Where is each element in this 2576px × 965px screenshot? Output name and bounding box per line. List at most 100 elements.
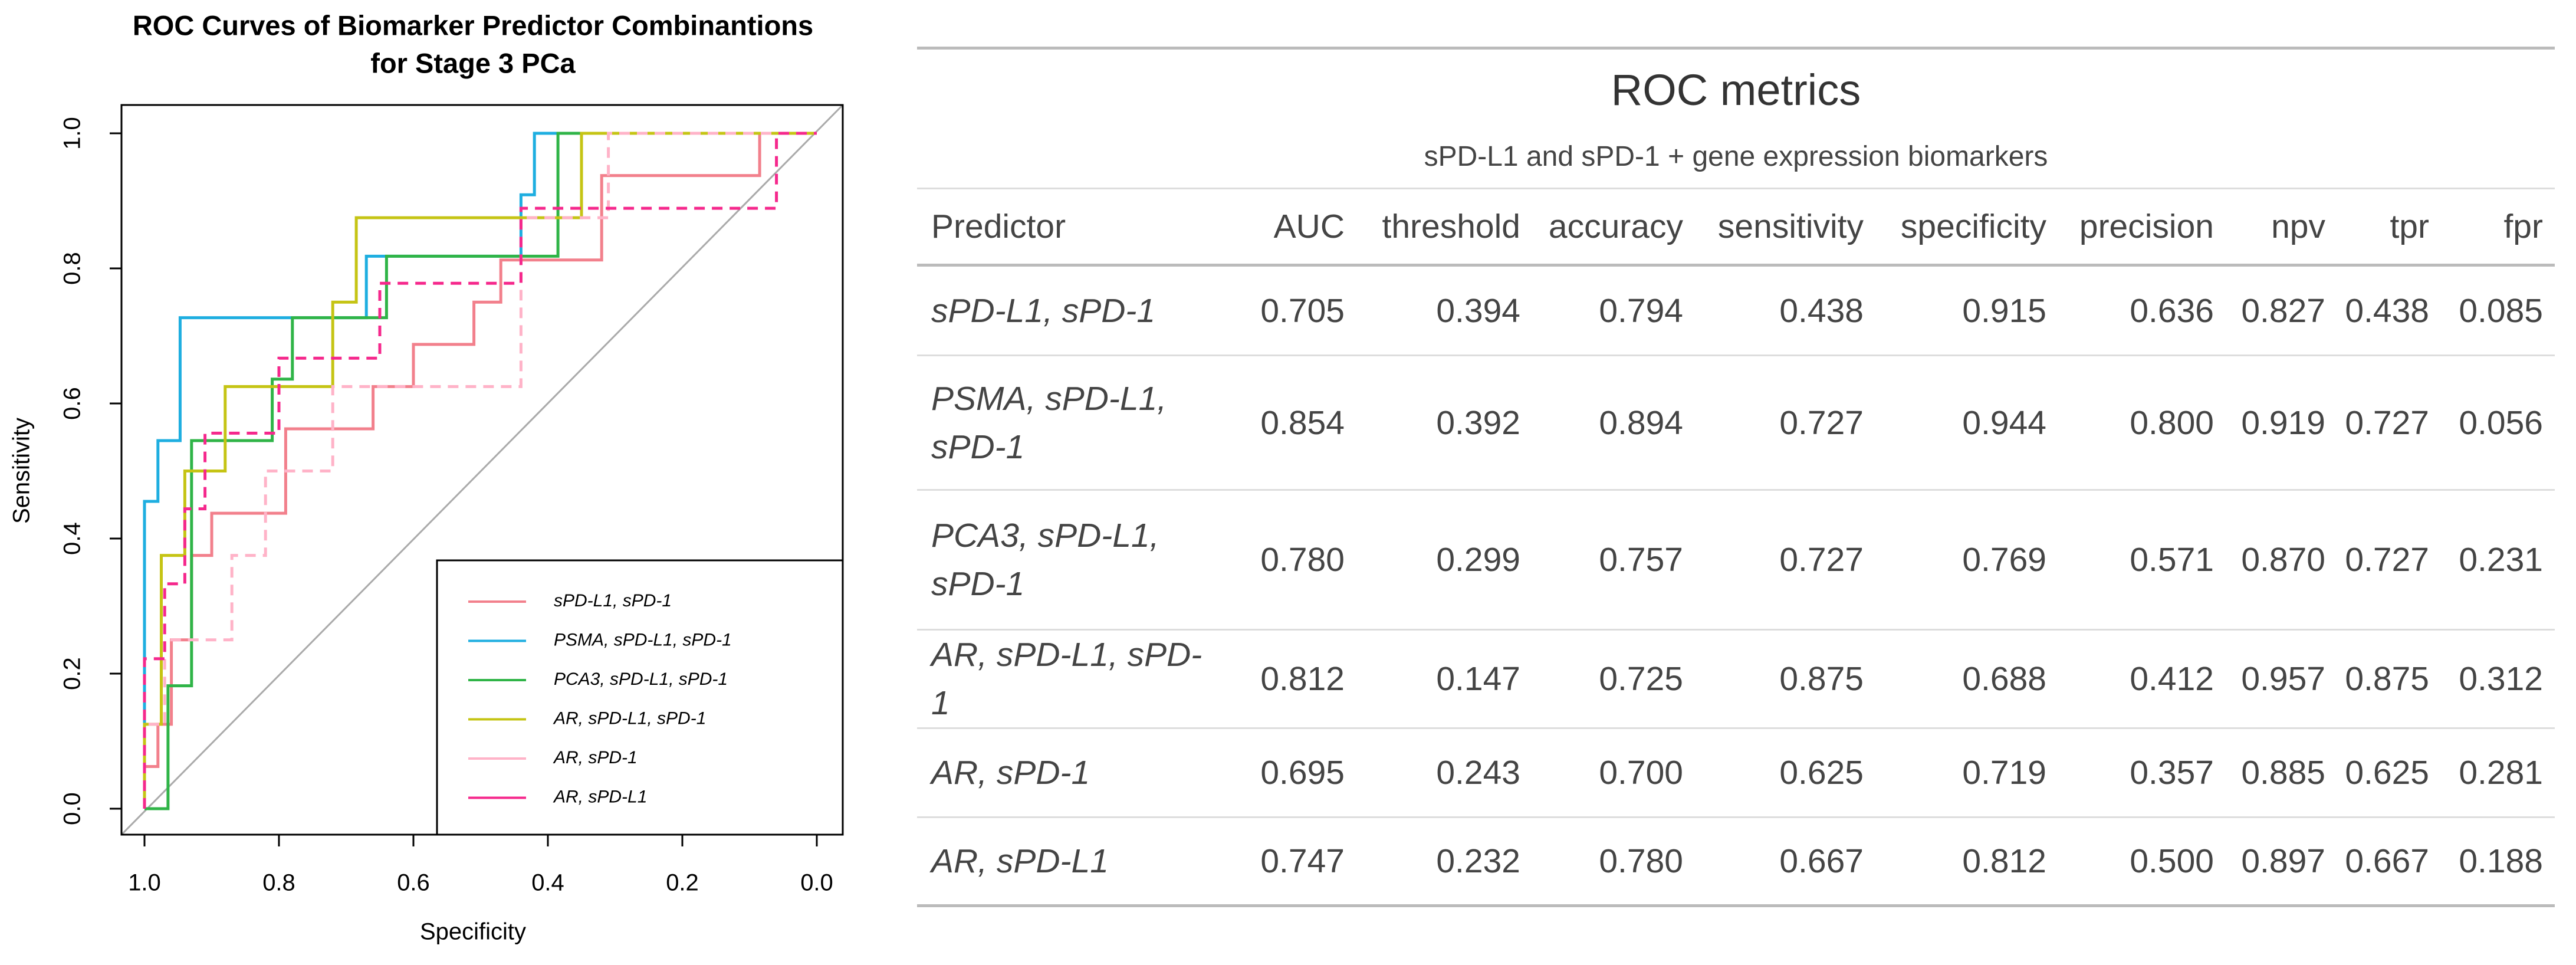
roc-chart: ROC Curves of Biomarker Predictor Combin… [9,9,844,945]
predictor-cell: PSMA, sPD-L1, sPD-1 [917,355,1227,490]
metric-cell: 0.188 [2441,816,2555,907]
x-tick-label: 0.6 [397,870,430,896]
column-header: tpr [2337,188,2441,267]
y-tick-label: 1.0 [60,117,86,150]
metric-cell: 0.957 [2226,629,2337,728]
y-tick-label: 0.0 [60,792,86,825]
legend-box [436,559,844,836]
metrics-table: Predictor AUC threshold accuracy sensitivity… [917,188,2555,907]
metric-cell: 0.747 [1227,816,1356,907]
roc-curve [143,132,817,809]
table-row: AR, sPD-L1 0.747 0.232 0.780 0.667 0.812 0.500… [917,816,2555,907]
legend-label: AR, sPD-L1, sPD-1 [553,708,706,728]
metrics-panel: ROC metrics sPD-L1 and sPD-1 + gene expr… [917,0,2555,965]
metric-cell: 0.919 [2226,355,2337,490]
table-row: AR, sPD-L1, sPD-1 0.812 0.147 0.725 0.875 0.6… [917,629,2555,728]
metric-cell: 0.625 [1695,727,1875,818]
table-subtitle: sPD-L1 and sPD-1 + gene expression bioma… [1424,141,2048,172]
y-tick-label: 0.4 [60,522,86,555]
metric-cell: 0.056 [2441,355,2555,490]
y-tick-label: 0.8 [60,252,86,285]
metric-cell: 0.854 [1227,355,1356,490]
metric-cell: 0.780 [1532,816,1695,907]
metric-cell: 0.705 [1227,264,1356,356]
metric-cell: 0.625 [2337,727,2441,818]
predictor-cell: sPD-L1, sPD-1 [917,264,1227,356]
metric-cell: 0.312 [2441,629,2555,728]
metric-cell: 0.636 [2058,264,2226,356]
table-row: sPD-L1, sPD-1 0.705 0.394 0.794 0.438 0.915 0.… [917,264,2555,356]
metric-cell: 0.085 [2441,264,2555,356]
metric-cell: 0.357 [2058,727,2226,818]
legend-label: PSMA, sPD-L1, sPD-1 [554,630,732,649]
metric-cell: 0.695 [1227,727,1356,818]
metric-cell: 0.725 [1532,629,1695,728]
column-header: npv [2226,188,2337,267]
column-header: accuracy [1532,188,1695,267]
metric-cell: 0.757 [1532,489,1695,630]
x-tick-label: 0.8 [262,870,295,896]
roc-curve [143,132,817,809]
predictor-cell: PCA3, sPD-L1, sPD-1 [917,489,1227,630]
metric-cell: 0.794 [1532,264,1695,356]
metric-cell: 0.727 [1695,355,1875,490]
metric-cell: 0.231 [2441,489,2555,630]
legend-label: AR, sPD-L1 [553,787,647,806]
column-header: AUC [1227,188,1356,267]
metric-cell: 0.897 [2226,816,2337,907]
metric-cell: 0.667 [1695,816,1875,907]
metric-cell: 0.394 [1356,264,1532,356]
roc-curve [143,132,817,809]
metric-cell: 0.667 [2337,816,2441,907]
predictor-cell: AR, sPD-L1 [917,816,1227,907]
metric-cell: 0.412 [2058,629,2226,728]
metric-cell: 0.438 [1695,264,1875,356]
table-row: PSMA, sPD-L1, sPD-1 0.854 0.392 0.894 0.727 0… [917,355,2555,490]
metric-cell: 0.827 [2226,264,2337,356]
metric-cell: 0.812 [1227,629,1356,728]
metric-cell: 0.780 [1227,489,1356,630]
metric-cell: 0.894 [1532,355,1695,490]
metric-cell: 0.870 [2226,489,2337,630]
metric-cell: 0.800 [2058,355,2226,490]
metric-cell: 0.700 [1532,727,1695,818]
y-tick-label: 0.2 [60,657,86,690]
header-row: Predictor AUC threshold accuracy sensitivity… [917,188,2555,267]
table-title: ROC metrics [1611,65,1861,114]
roc-curve [143,132,817,809]
predictor-cell: AR, sPD-1 [917,727,1227,818]
metric-cell: 0.944 [1875,355,2058,490]
roc-curve [144,132,817,810]
metric-cell: 0.299 [1356,489,1532,630]
metric-cell: 0.392 [1356,355,1532,490]
legend-label: PCA3, sPD-L1, sPD-1 [554,669,728,689]
x-tick-label: 0.0 [800,870,833,896]
metric-cell: 0.727 [2337,355,2441,490]
metric-cell: 0.727 [2337,489,2441,630]
y-axis-title: Sensitivity [9,418,35,524]
legend-label: AR, sPD-1 [553,748,638,767]
metric-cell: 0.875 [1695,629,1875,728]
x-tick-label: 0.2 [666,870,699,896]
y-tick-label: 0.6 [60,387,86,420]
column-header: precision [2058,188,2226,267]
legend-label: sPD-L1, sPD-1 [554,591,672,610]
metric-cell: 0.500 [2058,816,2226,907]
column-header: specificity [1875,188,2058,267]
metric-cell: 0.571 [2058,489,2226,630]
table-row: AR, sPD-1 0.695 0.243 0.700 0.625 0.719 0.357 0… [917,727,2555,818]
metric-cell: 0.875 [2337,629,2441,728]
column-header: threshold [1356,188,1532,267]
metric-cell: 0.438 [2337,264,2441,356]
table-row: PCA3, sPD-L1, sPD-1 0.780 0.299 0.757 0.727 0… [917,489,2555,630]
metric-cell: 0.885 [2226,727,2337,818]
metric-cell: 0.769 [1875,489,2058,630]
reference-diagonal [120,104,844,836]
chart-title: ROC Curves of Biomarker Predictor Combin… [133,9,813,41]
metric-cell: 0.232 [1356,816,1532,907]
metric-cell: 0.147 [1356,629,1532,728]
metric-cell: 0.812 [1875,816,2058,907]
chart-title: for Stage 3 PCa [370,47,576,78]
column-header: sensitivity [1695,188,1875,267]
